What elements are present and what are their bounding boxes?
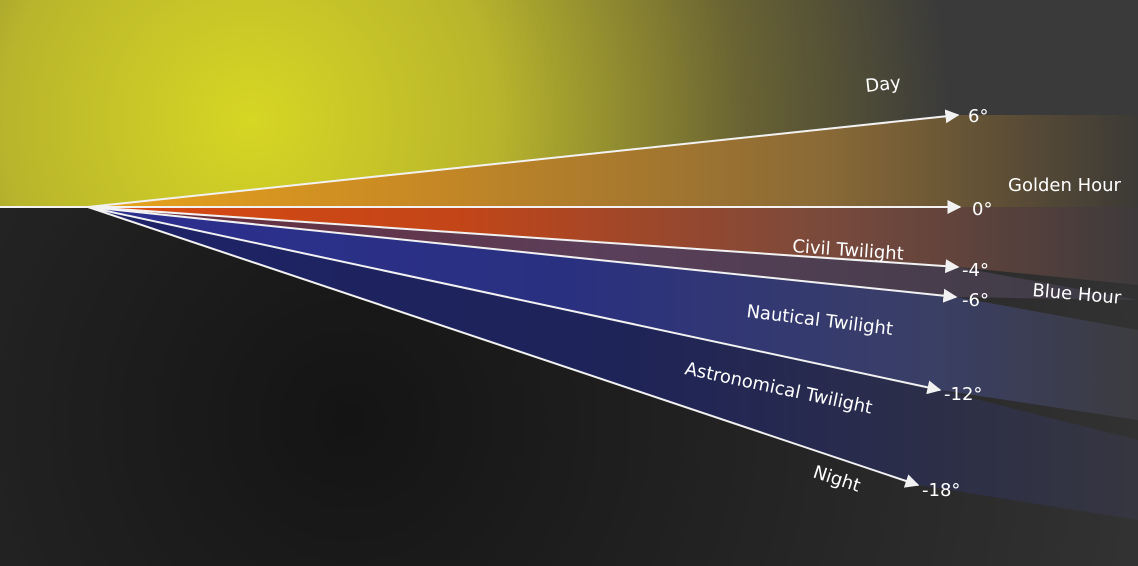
angle-label-minus4: -4°: [962, 260, 989, 281]
ray-minus4deg: [87, 206, 960, 274]
angle-label-minus12: -12°: [944, 384, 982, 405]
angle-label-minus6: -6°: [962, 290, 989, 311]
angle-label-6: 6°: [968, 106, 988, 127]
angle-label-minus18: -18°: [922, 480, 960, 501]
angle-label-0: 0°: [972, 199, 992, 220]
zone-label-day: Day: [864, 72, 902, 97]
civil-twilight-wedge: [88, 207, 1138, 285]
ray-minus6deg: [87, 206, 958, 303]
blue-hour-wedge: [88, 207, 1138, 300]
ray-minus18deg: [87, 206, 920, 488]
ray-minus12deg: [87, 206, 942, 395]
ray-6deg: [87, 109, 960, 208]
astronomical-twilight-wedge: [88, 207, 1138, 520]
nautical-twilight-wedge: [88, 207, 1138, 420]
period-label-golden-hour: Golden Hour: [1008, 175, 1122, 196]
golden-hour-wedge: [88, 115, 1138, 207]
